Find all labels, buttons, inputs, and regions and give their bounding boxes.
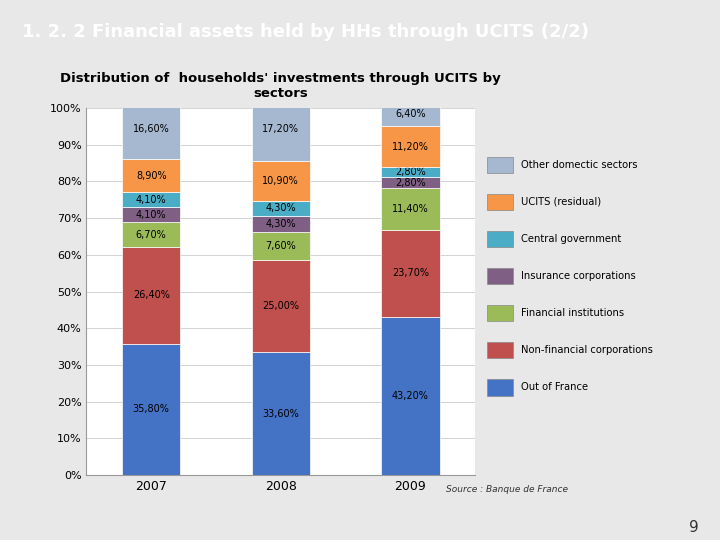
Bar — [122, 98, 180, 159]
FancyBboxPatch shape — [487, 194, 513, 210]
Text: 2,80%: 2,80% — [395, 178, 426, 187]
Text: UCITS (residual): UCITS (residual) — [521, 197, 601, 207]
Text: 10,90%: 10,90% — [262, 176, 300, 186]
Text: 43,20%: 43,20% — [392, 391, 429, 401]
FancyBboxPatch shape — [487, 305, 513, 321]
Text: Other domectic sectors: Other domectic sectors — [521, 160, 638, 170]
Text: 1. 2. 2 Financial assets held by HHs through UCITS (2/2): 1. 2. 2 Financial assets held by HHs thr… — [22, 23, 589, 42]
Bar — [122, 247, 180, 344]
Text: Central government: Central government — [521, 234, 621, 244]
Text: 11,20%: 11,20% — [392, 141, 429, 152]
Text: 25,00%: 25,00% — [262, 301, 300, 311]
Bar — [382, 178, 440, 188]
Text: 4,10%: 4,10% — [136, 194, 166, 205]
Bar — [122, 222, 180, 247]
Bar — [382, 230, 440, 316]
Text: 17,20%: 17,20% — [262, 124, 300, 134]
Text: Out of France: Out of France — [521, 382, 588, 393]
Text: 6,40%: 6,40% — [395, 109, 426, 119]
FancyBboxPatch shape — [487, 157, 513, 173]
Bar — [252, 260, 310, 352]
Bar — [122, 159, 180, 192]
FancyBboxPatch shape — [487, 231, 513, 247]
Text: 4,10%: 4,10% — [136, 210, 166, 220]
FancyBboxPatch shape — [487, 342, 513, 359]
Bar — [252, 232, 310, 260]
Text: Non-financial corporations: Non-financial corporations — [521, 345, 653, 355]
FancyBboxPatch shape — [487, 379, 513, 396]
Bar — [252, 160, 310, 200]
Text: 26,40%: 26,40% — [132, 291, 170, 300]
Text: 11,40%: 11,40% — [392, 204, 429, 214]
Text: 33,60%: 33,60% — [262, 409, 300, 419]
Text: Financial institutions: Financial institutions — [521, 308, 624, 318]
Text: 35,80%: 35,80% — [132, 404, 170, 415]
Bar — [252, 97, 310, 160]
Text: 23,70%: 23,70% — [392, 268, 429, 278]
Bar — [382, 103, 440, 126]
Text: 8,90%: 8,90% — [136, 171, 166, 181]
Bar — [252, 352, 310, 475]
Bar — [252, 200, 310, 217]
Text: 6,70%: 6,70% — [136, 230, 166, 240]
Text: 4,30%: 4,30% — [266, 204, 296, 213]
Text: 7,60%: 7,60% — [266, 241, 296, 251]
Text: 16,60%: 16,60% — [132, 124, 170, 134]
Bar — [122, 207, 180, 222]
Bar — [122, 344, 180, 475]
Bar — [382, 316, 440, 475]
Bar — [382, 167, 440, 178]
Text: 2,80%: 2,80% — [395, 167, 426, 177]
Bar — [382, 188, 440, 230]
Bar — [382, 126, 440, 167]
Text: Insurance corporations: Insurance corporations — [521, 271, 636, 281]
Text: Source : Banque de France: Source : Banque de France — [446, 485, 568, 494]
Text: 4,30%: 4,30% — [266, 219, 296, 229]
Bar — [122, 192, 180, 207]
Text: 9: 9 — [688, 519, 698, 535]
Title: Distribution of  households' investments through UCITS by
sectors: Distribution of households' investments … — [60, 72, 501, 100]
Bar — [252, 217, 310, 232]
FancyBboxPatch shape — [487, 268, 513, 284]
